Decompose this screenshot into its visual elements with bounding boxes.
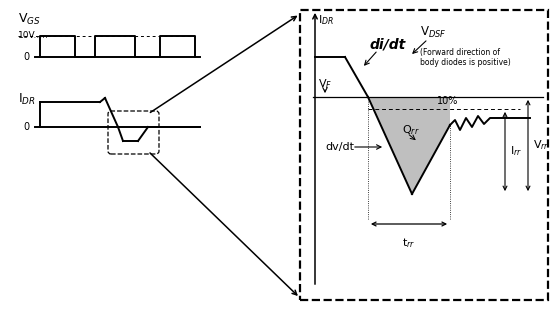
Text: V$_F$: V$_F$ <box>318 77 332 91</box>
Text: 10%: 10% <box>437 96 458 106</box>
Text: V$_{rr}$: V$_{rr}$ <box>533 139 549 152</box>
Text: I$_{DR}$: I$_{DR}$ <box>18 91 36 107</box>
Text: 0: 0 <box>24 52 30 62</box>
Text: V$_{DSF}$: V$_{DSF}$ <box>420 24 447 40</box>
Text: I$_{rr}$: I$_{rr}$ <box>510 144 522 158</box>
Text: 0: 0 <box>24 122 30 132</box>
Text: V$_{GS}$: V$_{GS}$ <box>18 12 41 27</box>
Text: dv/dt: dv/dt <box>325 142 354 152</box>
Polygon shape <box>368 97 450 194</box>
Bar <box>300 10 548 300</box>
Text: di/dt: di/dt <box>370 37 406 51</box>
Text: (Forward direction of
body diodes is positive): (Forward direction of body diodes is pos… <box>420 48 511 67</box>
Text: I$_{DR}$: I$_{DR}$ <box>318 13 334 27</box>
Text: Q$_{rr}$: Q$_{rr}$ <box>402 123 420 137</box>
Text: t$_{rr}$: t$_{rr}$ <box>402 236 416 250</box>
Text: 10V.....: 10V..... <box>18 32 49 41</box>
